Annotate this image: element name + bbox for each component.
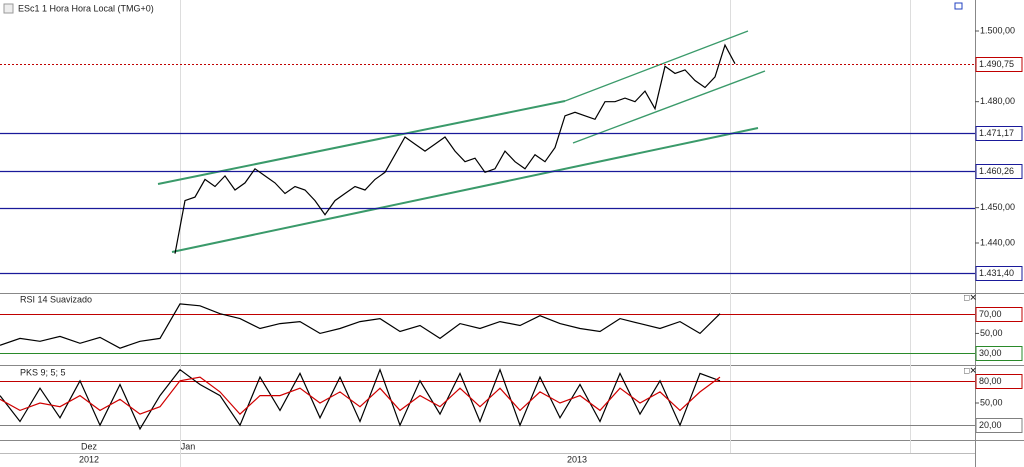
price-label: 1.431,40 — [979, 268, 1014, 278]
price-label: 1.460,26 — [979, 166, 1014, 176]
trend-lines — [157, 30, 766, 253]
y-tick-label: 1.480,00 — [980, 96, 1015, 106]
trend-line — [564, 30, 749, 102]
year-label: 2012 — [79, 454, 99, 464]
window-button[interactable] — [954, 2, 963, 10]
price-label-box — [975, 164, 1023, 179]
year-label: 2013 — [567, 454, 587, 464]
series-line — [0, 376, 721, 415]
icon — [3, 3, 14, 14]
trend-line — [572, 70, 766, 144]
price-label: 1.490,75 — [979, 59, 1014, 69]
pks-title: PKS 9; 5; 5 — [20, 367, 66, 377]
y-tick-label: 1.450,00 — [980, 202, 1015, 212]
rsi-title: RSI 14 Suavizado — [20, 294, 92, 304]
price-label-box — [975, 307, 1023, 322]
price-label-box — [975, 374, 1023, 389]
price-label-box — [975, 346, 1023, 361]
price-label-box — [975, 266, 1023, 281]
y-tick-label: 1.440,00 — [980, 237, 1015, 247]
trend-line — [157, 100, 566, 185]
price-label: 80,00 — [979, 376, 1002, 386]
y-tick-label: 50,00 — [980, 328, 1003, 338]
price-label: 70,00 — [979, 309, 1002, 319]
main-title: ESc1 1 Hora Hora Local (TMG+0) — [18, 3, 154, 13]
window-button[interactable]: □✕ — [964, 365, 977, 375]
price-label-box — [975, 57, 1023, 72]
y-tick-label: 50,00 — [980, 397, 1003, 407]
price-label: 20,00 — [979, 420, 1002, 430]
series-line — [0, 303, 721, 349]
price-label: 1.471,17 — [979, 128, 1014, 138]
series-line — [0, 367, 721, 431]
month-label: Dez — [81, 441, 98, 451]
trend-line — [171, 127, 759, 253]
price-label-box — [975, 418, 1023, 433]
series-line — [174, 43, 736, 254]
price-label: 30,00 — [979, 348, 1002, 358]
y-tick-label: 1.500,00 — [980, 25, 1015, 35]
window-button[interactable]: □✕ — [964, 292, 977, 302]
price-label-box — [975, 126, 1023, 141]
month-label: Jan — [181, 441, 196, 451]
